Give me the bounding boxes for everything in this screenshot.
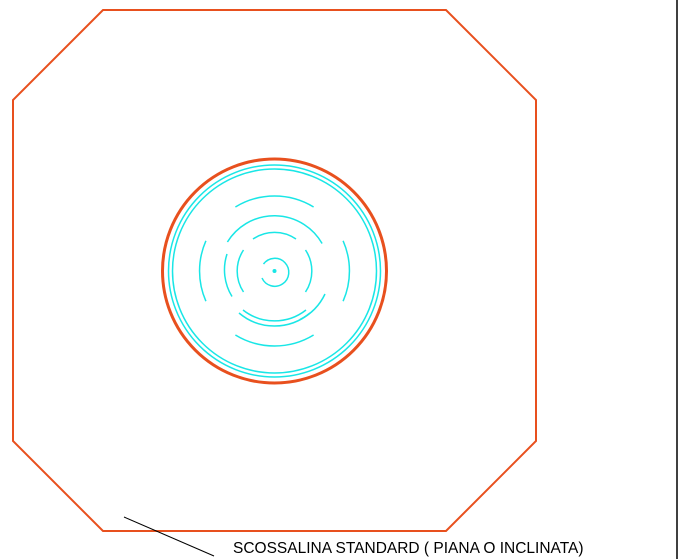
dashed-arc-left: [198, 240, 207, 302]
flashing-octagon: [12, 9, 537, 532]
middle-arc-left: [236, 249, 245, 293]
inner-arc-bottom-2: [242, 309, 307, 322]
center-ring: [261, 257, 290, 288]
pipe-outer-circle: [161, 157, 388, 385]
flashing-label: SCOSSALINA STANDARD ( PIANA O INCLINATA): [233, 540, 584, 557]
middle-arc-top: [252, 231, 297, 240]
inner-arc-top: [226, 215, 323, 244]
inner-arc-bottom-1: [238, 312, 311, 327]
center-point: [272, 269, 277, 273]
middle-arc-right: [304, 249, 313, 293]
dashed-arc-right: [342, 240, 351, 302]
ring-outer-2: [171, 168, 378, 374]
ring-outer-1: [167, 164, 382, 378]
dashed-arc-bottom: [235, 334, 314, 347]
dashed-arc-top: [235, 195, 314, 208]
pipe-rings: [167, 164, 382, 378]
inner-arc-right: [299, 293, 326, 321]
leader-line: [123, 516, 215, 557]
inner-arc-left: [223, 253, 233, 297]
